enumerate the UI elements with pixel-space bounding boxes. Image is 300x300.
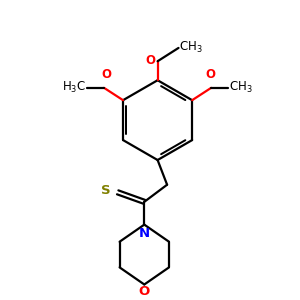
Text: H$_3$C: H$_3$C bbox=[62, 80, 86, 95]
Text: O: O bbox=[146, 54, 156, 67]
Text: N: N bbox=[139, 226, 150, 239]
Text: O: O bbox=[139, 285, 150, 298]
Text: S: S bbox=[101, 184, 111, 197]
Text: O: O bbox=[101, 68, 111, 81]
Text: O: O bbox=[205, 68, 215, 81]
Text: CH$_3$: CH$_3$ bbox=[229, 80, 253, 95]
Text: CH$_3$: CH$_3$ bbox=[179, 39, 203, 55]
